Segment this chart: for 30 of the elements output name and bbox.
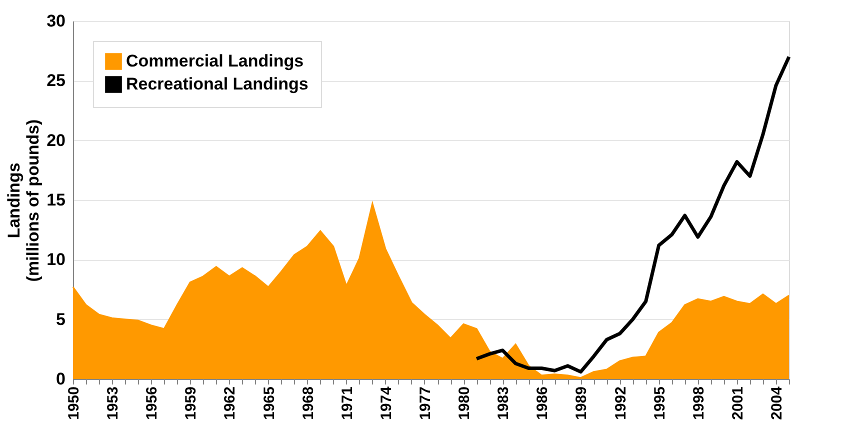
x-tick-label: 1968 [300, 386, 317, 420]
x-tick-label: 1971 [338, 386, 356, 420]
y-tick-label: 0 [56, 370, 66, 388]
y-tick-label: 20 [46, 130, 66, 150]
y-tick-label: 10 [46, 250, 66, 270]
x-tick-label: 1998 [690, 386, 708, 420]
y-tick-label: 30 [46, 12, 66, 30]
x-tick-label: 1974 [378, 386, 395, 420]
line-series [474, 55, 791, 374]
legend-label: Commercial Landings [126, 52, 304, 70]
x-tick-label: 1980 [456, 386, 474, 420]
y-tick-label: 15 [46, 190, 66, 210]
x-tick-label: 1995 [651, 386, 668, 420]
x-tick-label: 1989 [573, 386, 590, 420]
x-tick-label: 1986 [534, 386, 552, 420]
y-axis-title: Landings (millions of pounds) [4, 119, 43, 282]
x-tick-label: 1953 [104, 386, 122, 420]
y-tick-label: 5 [56, 310, 66, 329]
x-tick-label: 1962 [222, 386, 239, 420]
x-tick-label: 1983 [495, 386, 512, 420]
legend-label: Recreational Landings [126, 74, 308, 94]
x-tick-label: 2004 [768, 386, 786, 420]
y-tick-label: 25 [46, 71, 66, 90]
x-tick-label: 1956 [144, 386, 161, 420]
x-tick-label: 1965 [260, 386, 278, 420]
x-tick-label: 1992 [612, 386, 630, 420]
x-tick-label: 1977 [416, 386, 434, 420]
x-tick-label: 2001 [729, 386, 746, 420]
x-tick-label: 1959 [182, 386, 200, 420]
x-tick-label: 1950 [66, 386, 82, 420]
